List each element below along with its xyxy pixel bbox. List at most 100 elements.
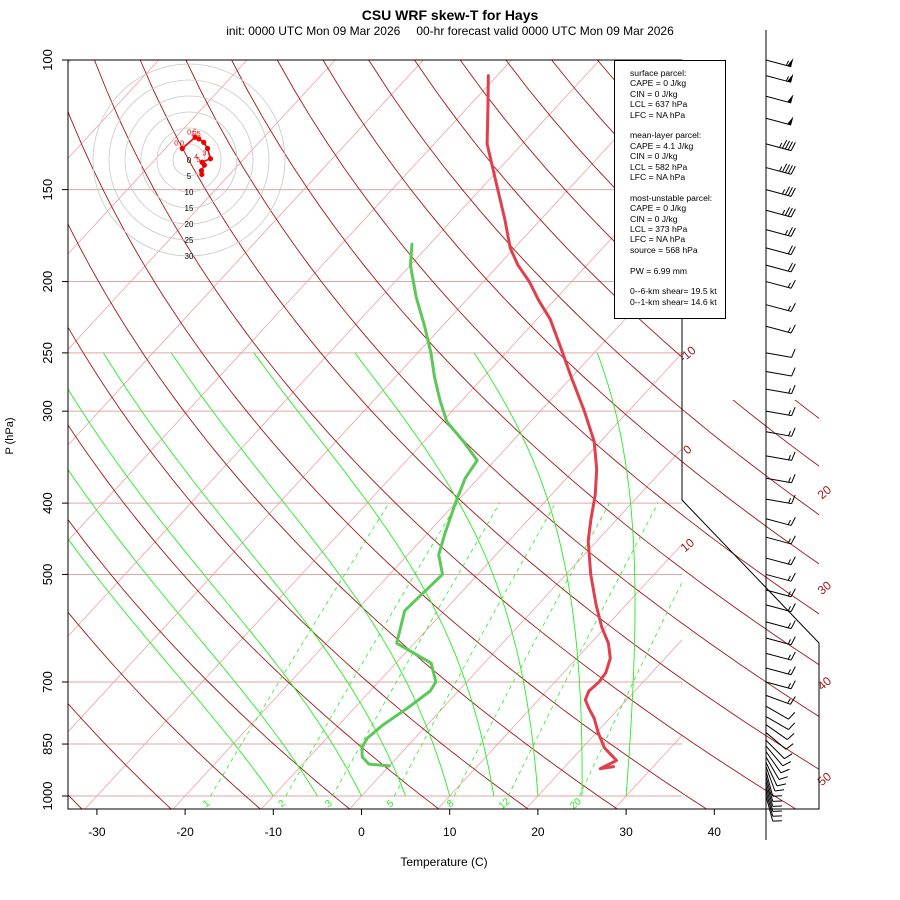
mixing-ratio-line [453, 502, 610, 797]
wind-barb-full [790, 588, 796, 597]
wind-barb-shaft [765, 477, 792, 484]
wind-barb-full [784, 207, 791, 216]
wind-barb-shaft [765, 745, 784, 767]
wind-barb-shaft [765, 410, 792, 417]
wind-barb [765, 494, 796, 505]
y-axis-title: P (hPa) [4, 417, 16, 454]
dry-adiabat-line [276, 60, 682, 516]
dry-adiabat-line-right [0, 60, 532, 812]
wind-barb [765, 406, 796, 417]
hodograph-ring-label: 30 [185, 252, 194, 261]
wind-barb-half [787, 575, 791, 581]
wind-barb-full [787, 207, 793, 217]
wind-barb-full [791, 406, 796, 416]
wind-barb-shaft [765, 694, 791, 705]
wind-barb [765, 58, 794, 68]
wind-barb-full [791, 494, 796, 504]
dry-adiabat-line-right [0, 60, 353, 812]
wind-barb-full [791, 348, 796, 358]
y-tick-label: 100 [40, 49, 55, 71]
wind-barb-shaft [765, 59, 792, 68]
wind-barb-shaft [765, 795, 774, 822]
wind-barb-shaft [765, 247, 792, 256]
wind-barb [765, 620, 796, 630]
wind-barb [765, 302, 796, 312]
wind-barb-shaft [765, 724, 788, 740]
wind-barb [765, 770, 782, 797]
wind-barb [765, 724, 795, 740]
wind-barb-half [788, 454, 791, 461]
hodograph-ring-label: 10 [185, 188, 194, 197]
wind-barb [765, 474, 796, 484]
wind-barb-full [787, 245, 793, 255]
wind-barb-full [788, 722, 796, 730]
wind-barb-shaft [765, 589, 792, 598]
dry-adiabats [68, 60, 682, 809]
wind-barb-full [791, 427, 796, 437]
x-tick-label: 20 [531, 825, 545, 839]
wind-barb-shaft [765, 209, 792, 218]
wind-barb-shaft [765, 716, 789, 731]
wind-barb [765, 651, 796, 661]
wind-barb [765, 756, 788, 780]
dry-adiabat-line [68, 702, 172, 809]
wind-barb-shaft [765, 732, 787, 750]
hodograph-point [199, 159, 205, 165]
isotherm-label: -10 [676, 343, 699, 365]
hodograph-height-label: 0.5 [187, 129, 197, 136]
hodograph-height-label: 4 [194, 154, 198, 161]
stat-line: CIN = 0 J/kg [630, 88, 678, 99]
hodograph-height-label: 5 [196, 157, 200, 164]
stat-line: CIN = 0 J/kg [630, 151, 678, 162]
wind-barb-shaft [765, 781, 774, 807]
dry-adiabats-right [0, 60, 819, 812]
mixing-ratio-label: 8 [445, 798, 457, 810]
temperature-profile-line [485, 74, 618, 771]
moist-adiabat-line [596, 352, 636, 797]
hodograph-ring-label: 20 [185, 220, 194, 229]
wind-barb-half [787, 327, 791, 333]
wind-barb-shaft [765, 557, 792, 566]
wind-barb-full [788, 712, 796, 720]
isotherm-line [437, 543, 682, 809]
dry-adiabat-line [68, 518, 351, 809]
wind-barb-half [787, 559, 791, 565]
wind-barb [765, 588, 796, 598]
wind-barb [765, 739, 793, 760]
wind-barb [765, 384, 796, 395]
wind-barb [765, 427, 796, 437]
wind-barb [765, 781, 782, 807]
dry-adiabat-line-right [0, 60, 174, 812]
y-tick-label: 150 [40, 179, 55, 201]
stat-line: CAPE = 0 J/kg [630, 78, 687, 89]
moist-adiabat-line [103, 352, 407, 797]
stat-line: most-unstable parcel: [630, 192, 713, 203]
hodograph-ring [124, 95, 254, 225]
dry-adiabat-line-right [682, 734, 797, 809]
moist-adiabat-line [354, 352, 539, 797]
wind-barb-shaft [765, 791, 774, 817]
hodograph-height-label: 1.5 [191, 131, 201, 138]
wind-barb-shaft [765, 756, 780, 780]
mixing-ratio-lines: 1 2 3 5 8 12 20 [201, 502, 682, 810]
wind-barb-full [778, 776, 788, 780]
wind-barb-half [787, 669, 791, 675]
wind-barb-shaft [765, 536, 792, 545]
wind-barb-shaft [765, 705, 789, 720]
mixing-ratio-line [393, 502, 556, 797]
mixing-ratio-line [285, 502, 458, 797]
wind-barb-half [787, 623, 791, 629]
wind-barb-full [782, 761, 792, 767]
x-tick-label: 10 [443, 825, 457, 839]
wind-barb-shaft [765, 762, 778, 787]
wind-barb [765, 367, 796, 377]
wind-barb-full [790, 696, 796, 705]
hodograph-height-label: 3 [202, 151, 206, 158]
wind-barb-full [790, 603, 796, 612]
most-unstable-parcel-block: most-unstable parcel: CAPE = 0 J/kg CIN … [630, 193, 725, 255]
wind-barb-shaft [765, 304, 792, 312]
wind-barb [765, 776, 782, 802]
wind-barb-full [790, 636, 796, 645]
wind-barb-shaft [765, 518, 792, 526]
